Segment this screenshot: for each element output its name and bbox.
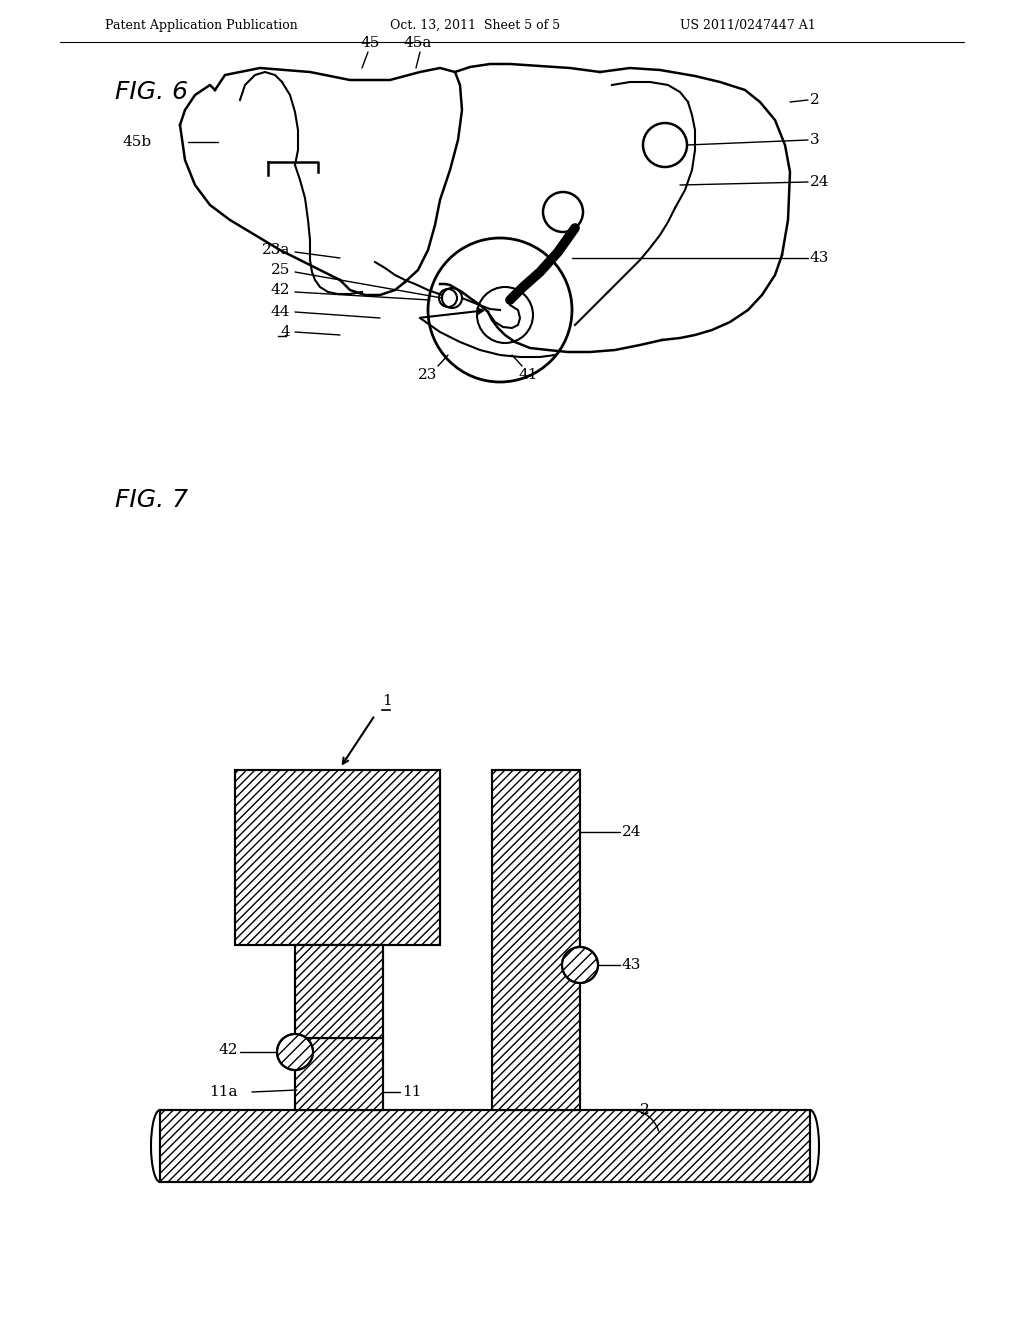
- Bar: [234, 770, 440, 945]
- Bar: [295, 1038, 383, 1110]
- Text: 1: 1: [382, 694, 392, 708]
- Text: 45a: 45a: [403, 36, 432, 50]
- Text: 45: 45: [360, 36, 380, 50]
- Bar: [234, 770, 440, 945]
- Text: FIG. 7: FIG. 7: [115, 488, 188, 512]
- Text: 11: 11: [402, 1085, 422, 1100]
- Bar: [492, 770, 580, 1110]
- Text: 43: 43: [622, 958, 641, 972]
- Bar: [160, 1110, 810, 1181]
- Circle shape: [278, 1034, 313, 1071]
- Text: 2: 2: [640, 1104, 650, 1117]
- Text: 3: 3: [810, 133, 819, 147]
- Text: 23: 23: [419, 368, 437, 381]
- Circle shape: [562, 946, 598, 983]
- Text: 24: 24: [810, 176, 829, 189]
- Text: 45b: 45b: [123, 135, 152, 149]
- Text: 25: 25: [270, 263, 290, 277]
- Text: 2: 2: [810, 92, 820, 107]
- Bar: [492, 770, 580, 1110]
- Text: 43: 43: [810, 251, 829, 265]
- Text: US 2011/0247447 A1: US 2011/0247447 A1: [680, 18, 816, 32]
- Text: Patent Application Publication: Patent Application Publication: [105, 18, 298, 32]
- Text: 42: 42: [270, 282, 290, 297]
- Text: 4: 4: [281, 325, 290, 339]
- Text: 44: 44: [270, 305, 290, 319]
- Bar: [160, 1110, 810, 1181]
- Bar: [295, 945, 383, 1038]
- Text: 24: 24: [622, 825, 641, 840]
- Text: FIG. 6: FIG. 6: [115, 81, 188, 104]
- Text: 11a: 11a: [210, 1085, 238, 1100]
- Text: 41: 41: [518, 368, 538, 381]
- Text: 23a: 23a: [261, 243, 290, 257]
- Text: Oct. 13, 2011  Sheet 5 of 5: Oct. 13, 2011 Sheet 5 of 5: [390, 18, 560, 32]
- Bar: [295, 1038, 383, 1110]
- Bar: [295, 945, 383, 1038]
- Text: 42: 42: [218, 1043, 238, 1057]
